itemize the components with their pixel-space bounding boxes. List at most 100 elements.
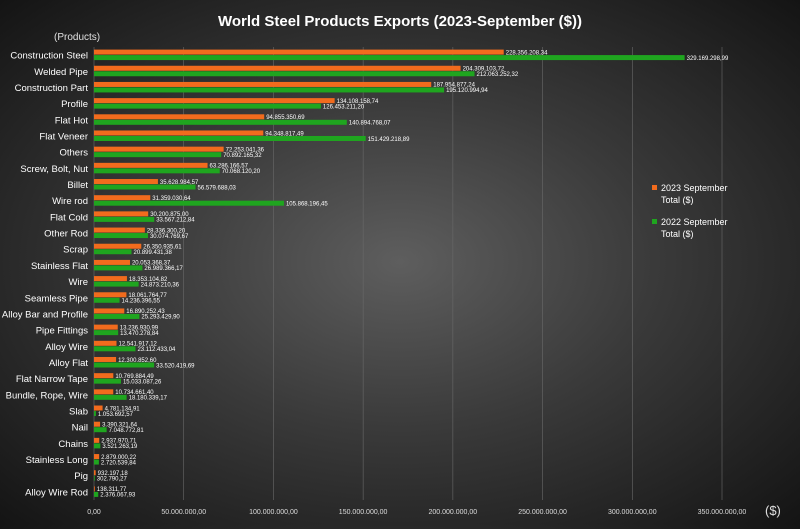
bars-group: 228.356.208,34 329.169.298,99 204.309.103,… — [94, 49, 729, 499]
bar-2022 — [94, 378, 121, 384]
data-label: 932.197,18 — [98, 471, 129, 477]
bar-2022 — [94, 152, 222, 158]
data-label: 33.567.212,84 — [156, 218, 195, 224]
bar-2022 — [94, 411, 96, 417]
bar-2023 — [94, 356, 117, 362]
category-label: Alloy Wire Rod — [25, 487, 88, 498]
bar-2023 — [94, 65, 461, 71]
bar-2023 — [94, 162, 208, 168]
data-label: 2.879.000,22 — [101, 455, 137, 461]
category-label: Slab — [69, 407, 88, 418]
data-label: 105.868.196,45 — [286, 201, 328, 207]
data-label: 329.169.298,99 — [687, 56, 729, 62]
legend-label: Total ($) — [661, 195, 694, 205]
bar-2023 — [94, 486, 95, 492]
x-tick-labels: 0,00 50.000.000,00 100.000.000,00 150.000.0… — [87, 509, 746, 516]
category-label: Pipe Fittings — [36, 326, 89, 337]
data-label: 33.520.419,69 — [156, 363, 195, 369]
bar-2023 — [94, 470, 96, 476]
bar-2022 — [94, 297, 120, 303]
data-label: 24.873.210,36 — [141, 282, 180, 288]
data-label: 70.068.120,20 — [222, 169, 261, 175]
legend-swatch — [652, 185, 657, 190]
category-label: Flat Hot — [55, 115, 89, 126]
bar-2022 — [94, 427, 107, 433]
x-tick-label: 50.000.000,00 — [161, 509, 206, 516]
category-label: Pig — [74, 471, 88, 482]
category-label: Flat Veneer — [39, 131, 88, 142]
bar-2022 — [94, 265, 143, 271]
data-label: 15.033.087,26 — [123, 379, 162, 385]
category-label: Stainless Long — [26, 455, 88, 466]
data-label: 7.048.772,81 — [109, 428, 145, 434]
data-label: 30.200.875,00 — [150, 212, 189, 218]
bar-2023 — [94, 243, 142, 249]
y-axis-title: (Products) — [54, 32, 100, 43]
category-label: Welded Pipe — [34, 67, 88, 78]
bar-2022 — [94, 184, 196, 190]
bar-2023 — [94, 227, 145, 233]
data-label: 187.954.877,24 — [433, 83, 475, 89]
bar-2023 — [94, 130, 264, 136]
bar-2022 — [94, 443, 101, 449]
category-label: Alloy Bar and Profile — [2, 309, 88, 320]
category-label: Stainless Flat — [31, 261, 88, 272]
data-label: 14.236.396,55 — [122, 299, 161, 305]
category-label: Nail — [72, 423, 88, 434]
data-label: 2.937.970,71 — [101, 439, 137, 445]
category-label: Scrap — [63, 245, 88, 256]
bar-2022 — [94, 330, 119, 336]
data-label: 25.293.429,90 — [141, 315, 180, 321]
data-label: 3.390.321,64 — [102, 422, 138, 428]
bar-2023 — [94, 389, 114, 395]
bar-2023 — [94, 195, 151, 201]
bar-2023 — [94, 211, 149, 217]
bar-2022 — [94, 216, 155, 222]
legend-label: 2023 September — [661, 183, 728, 193]
category-label: Chains — [58, 439, 88, 450]
data-label: 94.348.817,49 — [265, 131, 304, 137]
data-label: 4.781.134,91 — [105, 406, 141, 412]
bar-2023 — [94, 421, 101, 427]
bar-2022 — [94, 281, 139, 287]
data-label: 151.429.218,89 — [368, 137, 410, 143]
x-axis-title: ($) — [765, 503, 781, 518]
data-label: 63.286.166,57 — [210, 164, 249, 170]
bar-2023 — [94, 454, 100, 460]
bar-2022 — [94, 233, 148, 239]
data-label: 13.236.930,99 — [120, 325, 159, 331]
bar-2022 — [94, 200, 284, 206]
bar-2022 — [94, 459, 99, 465]
category-label: Wire — [68, 277, 88, 288]
data-label: 20.053.368,37 — [132, 261, 171, 267]
data-label: 302.790,27 — [97, 477, 128, 483]
legend: 2023 September Total ($) 2022 September Tot… — [652, 183, 728, 239]
bar-2023 — [94, 437, 100, 443]
bar-2023 — [94, 276, 127, 282]
bar-2022 — [94, 362, 155, 368]
data-label: 10.734.661,40 — [115, 390, 154, 396]
bar-2023 — [94, 81, 432, 87]
category-label: Flat Cold — [50, 212, 88, 223]
bar-2023 — [94, 114, 265, 120]
x-tick-label: 100.000.000,00 — [249, 509, 298, 516]
category-label: Construction Part — [15, 83, 89, 94]
data-label: 26.989.366,17 — [144, 266, 183, 272]
x-tick-label: 0,00 — [87, 509, 101, 516]
bar-2023 — [94, 373, 114, 379]
data-label: 138.311,77 — [97, 487, 127, 493]
data-label: 56.579.688,03 — [198, 185, 237, 191]
data-label: 28.336.300,20 — [147, 228, 186, 234]
data-label: 12.300.852,60 — [118, 358, 157, 364]
category-label: Profile — [61, 99, 88, 110]
data-label: 23.112.433,04 — [137, 347, 176, 353]
x-tick-label: 200.000.000,00 — [429, 509, 478, 516]
category-label: Wire rod — [52, 196, 88, 207]
x-tick-label: 250.000.000,00 — [518, 509, 567, 516]
bar-2022 — [94, 119, 347, 125]
data-label: 1.053.692,57 — [98, 412, 134, 418]
data-label: 20.899.431,38 — [133, 250, 172, 256]
data-label: 204.309.103,72 — [463, 67, 505, 73]
bar-2023 — [94, 340, 117, 346]
